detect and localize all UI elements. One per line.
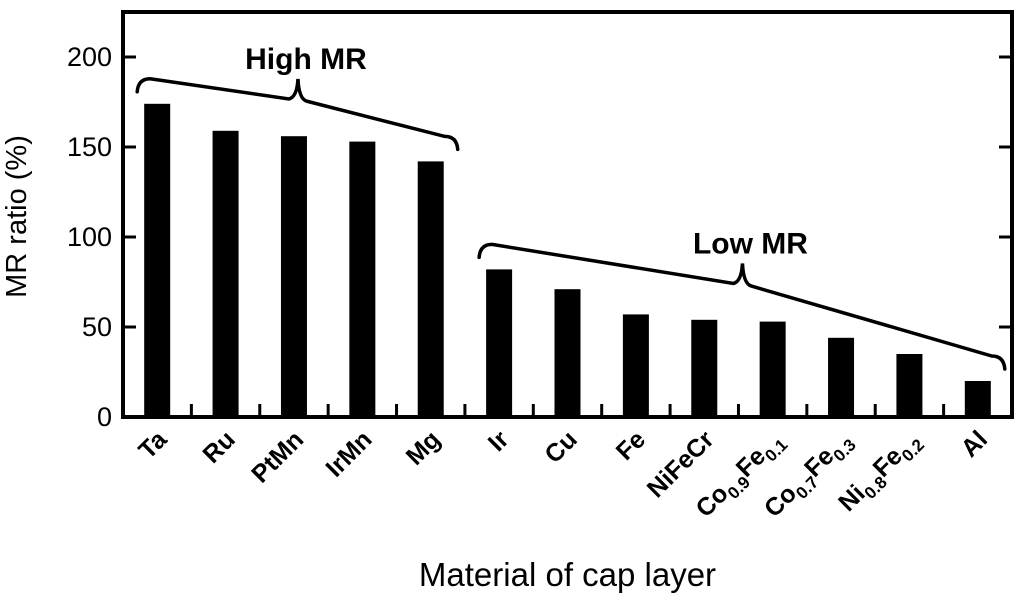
bar-ptmn bbox=[280, 136, 307, 417]
x-tick-label-ta: Ta bbox=[133, 425, 173, 465]
low-mr-brace bbox=[477, 242, 1007, 371]
bar-ta bbox=[144, 103, 171, 418]
high-mr-label: High MR bbox=[245, 43, 367, 76]
y-axis-title: MR ratio (%) bbox=[1, 135, 33, 298]
bar-ir bbox=[486, 269, 513, 417]
bar-mg bbox=[417, 161, 444, 417]
x-axis-title: Material of cap layer bbox=[419, 556, 716, 593]
high-mr-brace bbox=[135, 77, 460, 152]
y-tick-label: 0 bbox=[97, 402, 112, 432]
bar-irmn bbox=[349, 141, 376, 417]
x-tick-label-ir: Ir bbox=[483, 425, 515, 457]
y-tick-label: 200 bbox=[67, 42, 112, 72]
y-tick-label: 50 bbox=[82, 312, 112, 342]
x-tick-label-mg: Mg bbox=[401, 425, 446, 470]
bar-ni0-8fe0-2 bbox=[896, 354, 923, 417]
y-tick-label: 150 bbox=[67, 132, 112, 162]
x-tick-label-cu: Cu bbox=[539, 425, 582, 468]
x-tick-label-irmn: IrMn bbox=[320, 425, 377, 482]
y-tick-label: 100 bbox=[67, 222, 112, 252]
bar-nifecr bbox=[691, 319, 718, 417]
low-mr-label: Low MR bbox=[693, 227, 808, 260]
x-tick-label-fe: Fe bbox=[611, 425, 651, 465]
bar-al bbox=[964, 381, 991, 417]
x-tick-label-ru: Ru bbox=[197, 425, 240, 468]
bar-co0-9fe0-1 bbox=[759, 321, 786, 417]
x-tick-label-ptmn: PtMn bbox=[246, 425, 309, 488]
bar-ru bbox=[212, 130, 239, 418]
bar-cu bbox=[554, 289, 581, 417]
x-tick-label-al: Al bbox=[956, 425, 993, 462]
bar-fe bbox=[622, 314, 649, 417]
bar-co0-7fe0-3 bbox=[828, 337, 855, 417]
